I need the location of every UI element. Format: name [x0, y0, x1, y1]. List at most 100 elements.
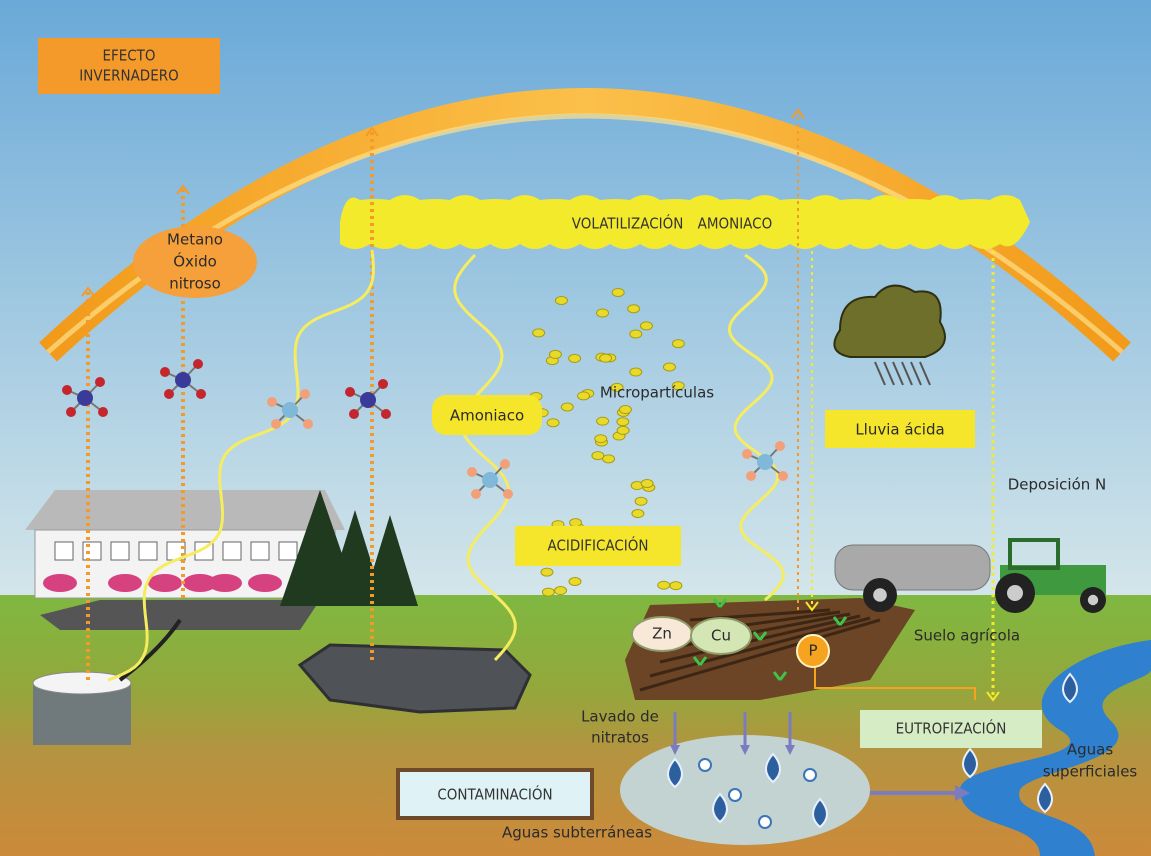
- particle: [592, 452, 604, 460]
- barn-window: [251, 542, 269, 560]
- slurry-tanker: [835, 545, 990, 590]
- diagram: EFECTO INVERNADERO VOLATILIZACIÓN AMONIA…: [0, 0, 1151, 856]
- particle: [603, 455, 615, 463]
- particle: [555, 587, 567, 595]
- atom: [160, 367, 170, 377]
- atom: [77, 390, 93, 406]
- particle: [569, 577, 581, 585]
- barn-window: [279, 542, 297, 560]
- atom: [381, 409, 391, 419]
- atom: [349, 409, 359, 419]
- particle: [570, 519, 582, 527]
- contamination-label: CONTAMINACIÓN: [437, 785, 552, 804]
- atom: [345, 387, 355, 397]
- particle: [663, 363, 675, 371]
- particle: [612, 288, 624, 296]
- atom: [164, 389, 174, 399]
- atom: [98, 407, 108, 417]
- particle: [569, 354, 581, 362]
- particle: [617, 418, 629, 426]
- atom: [378, 379, 388, 389]
- particle: [549, 350, 561, 358]
- barn-window: [111, 542, 129, 560]
- particle: [630, 330, 642, 338]
- particle: [632, 510, 644, 518]
- atom: [482, 472, 498, 488]
- barn-roof: [25, 490, 345, 530]
- atom: [778, 471, 788, 481]
- eutrophication-label: EUTROFIZACIÓN: [896, 719, 1007, 738]
- zinc-label: Zn: [652, 625, 672, 643]
- atom: [746, 471, 756, 481]
- particle: [542, 588, 554, 596]
- barn-window: [83, 542, 101, 560]
- atom: [757, 454, 773, 470]
- page: {"labels": { "greenhouse_effect": ["EFEC…: [0, 0, 1151, 856]
- bubble: [804, 769, 816, 781]
- particle: [541, 568, 553, 576]
- pig: [208, 574, 242, 592]
- surface-water-label: superficiales: [1043, 763, 1138, 781]
- atom: [95, 377, 105, 387]
- particle: [547, 419, 559, 427]
- microparticles-label: Micropartículas: [600, 384, 714, 402]
- barn-window: [139, 542, 157, 560]
- leaching-label: Lavado de: [581, 708, 659, 726]
- particle: [619, 406, 631, 414]
- particle: [640, 322, 652, 330]
- bubble: [759, 816, 771, 828]
- bubble: [699, 759, 711, 771]
- atom: [62, 385, 72, 395]
- pig: [148, 574, 182, 592]
- pig: [108, 574, 142, 592]
- hub: [1007, 585, 1023, 601]
- particle: [600, 354, 612, 362]
- atom: [175, 372, 191, 388]
- pig: [43, 574, 77, 592]
- deposition-label: Deposición N: [1008, 476, 1107, 494]
- volatilization-label: VOLATILIZACIÓN AMONIACO: [572, 214, 772, 233]
- particle: [578, 392, 590, 400]
- particle: [597, 417, 609, 425]
- atom: [471, 489, 481, 499]
- barn-window: [223, 542, 241, 560]
- atom: [503, 489, 513, 499]
- particle: [641, 479, 653, 487]
- methane-label: Metano: [167, 231, 223, 249]
- atom: [742, 449, 752, 459]
- ammonia-label: Amoniaco: [450, 407, 524, 425]
- atom: [775, 441, 785, 451]
- particle: [533, 329, 545, 337]
- acid-rain-label: Lluvia ácida: [855, 421, 944, 439]
- slurry-pit: [40, 600, 320, 630]
- particle: [670, 582, 682, 590]
- atom: [196, 389, 206, 399]
- atom: [267, 397, 277, 407]
- atom: [500, 459, 510, 469]
- leaching-label: nitratos: [591, 729, 649, 747]
- atom: [282, 402, 298, 418]
- atom: [360, 392, 376, 408]
- greenhouse-label: EFECTO: [102, 47, 155, 65]
- particle: [672, 340, 684, 348]
- acidification-label: ACIDIFICACIÓN: [548, 536, 649, 555]
- particle: [561, 403, 573, 411]
- lagoon: [300, 645, 530, 712]
- groundwater-label: Aguas subterráneas: [502, 824, 652, 842]
- particle: [617, 426, 629, 434]
- soil-label: Suelo agrícola: [914, 627, 1020, 645]
- particle: [628, 305, 640, 313]
- atom: [193, 359, 203, 369]
- atom: [467, 467, 477, 477]
- particle: [658, 581, 670, 589]
- atom: [66, 407, 76, 417]
- particle: [555, 297, 567, 305]
- atom: [300, 389, 310, 399]
- particle: [635, 497, 647, 505]
- surface-water-label: Aguas: [1067, 741, 1113, 759]
- bubble: [729, 789, 741, 801]
- hub: [1088, 595, 1098, 605]
- methane-label: nitroso: [169, 275, 221, 293]
- barn-window: [55, 542, 73, 560]
- particle: [597, 309, 609, 317]
